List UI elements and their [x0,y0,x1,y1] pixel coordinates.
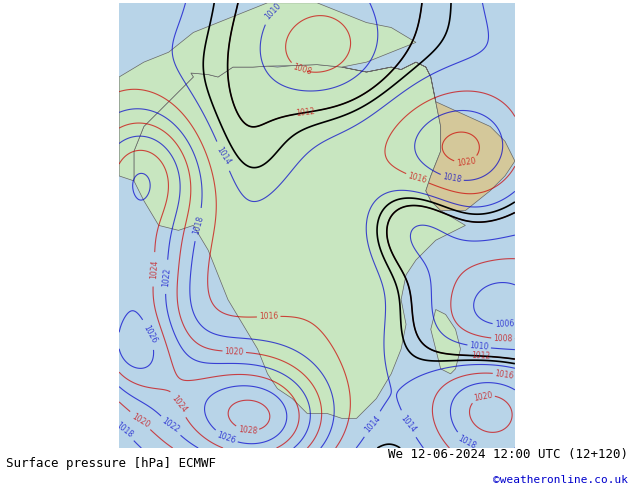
Text: 1026: 1026 [141,323,158,344]
Polygon shape [134,62,465,418]
Text: 1020: 1020 [224,347,244,357]
Text: 1024: 1024 [169,393,188,414]
Polygon shape [430,310,460,374]
Text: 1028: 1028 [238,425,257,436]
Text: 1016: 1016 [495,369,515,381]
Polygon shape [119,3,416,181]
Text: ©weatheronline.co.uk: ©weatheronline.co.uk [493,475,628,485]
Text: 1010: 1010 [262,1,283,21]
Text: 1018: 1018 [456,434,478,450]
Text: 1016: 1016 [407,172,428,185]
Text: 1008: 1008 [493,334,513,343]
Text: 1012: 1012 [471,351,490,361]
Text: 1026: 1026 [216,430,237,445]
Text: 1020: 1020 [456,156,476,168]
Text: 1018: 1018 [442,172,462,185]
Text: 1022: 1022 [160,416,181,435]
Polygon shape [342,62,515,211]
Text: 1014: 1014 [214,146,232,167]
Text: 1010: 1010 [469,342,489,352]
Text: 1014: 1014 [399,414,418,435]
Text: 1012: 1012 [295,107,316,118]
Text: Surface pressure [hPa] ECMWF: Surface pressure [hPa] ECMWF [6,457,216,470]
Text: We 12-06-2024 12:00 UTC (12+120): We 12-06-2024 12:00 UTC (12+120) [387,447,628,461]
Text: 1024: 1024 [149,259,159,279]
Text: 1020: 1020 [473,390,493,403]
Text: 1020: 1020 [130,412,151,429]
Text: 1022: 1022 [161,267,172,287]
Text: 1006: 1006 [495,319,514,329]
Text: 1016: 1016 [259,312,278,321]
Text: 1014: 1014 [363,414,382,434]
Text: 1018: 1018 [114,421,135,440]
Text: 1008: 1008 [292,63,313,77]
Text: 1018: 1018 [191,214,205,235]
